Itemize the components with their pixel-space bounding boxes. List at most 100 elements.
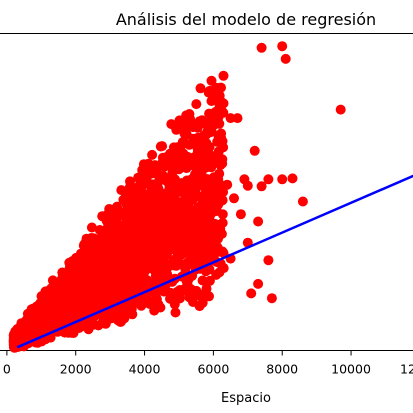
data-point xyxy=(197,292,208,303)
data-point xyxy=(253,216,264,227)
data-point xyxy=(147,149,158,160)
data-point xyxy=(149,164,160,175)
data-point xyxy=(216,133,227,144)
data-point xyxy=(181,259,192,270)
data-point xyxy=(48,302,58,313)
data-point xyxy=(146,229,157,240)
data-point xyxy=(201,138,212,149)
x-tick-label: 8000 xyxy=(266,362,298,377)
plot-area xyxy=(0,33,413,353)
x-tick-label: 4000 xyxy=(129,362,161,377)
x-tick-label: 10000 xyxy=(331,362,371,377)
data-point xyxy=(242,180,253,191)
data-point xyxy=(86,253,97,264)
data-point xyxy=(166,119,177,130)
data-point xyxy=(169,299,180,310)
data-point xyxy=(69,300,80,311)
data-point xyxy=(199,189,210,200)
data-point xyxy=(211,206,222,216)
data-point xyxy=(210,186,221,197)
data-point xyxy=(246,288,257,299)
data-point xyxy=(151,190,162,201)
data-point xyxy=(191,99,202,110)
data-point xyxy=(109,307,120,318)
data-point xyxy=(136,300,147,311)
data-point xyxy=(52,292,63,303)
data-point xyxy=(118,271,129,282)
data-point xyxy=(116,185,127,196)
data-point xyxy=(105,295,116,306)
data-point xyxy=(201,181,212,191)
data-point xyxy=(232,113,243,124)
data-point xyxy=(94,225,105,235)
data-point xyxy=(263,174,274,185)
data-point xyxy=(123,238,134,249)
data-point xyxy=(201,253,212,264)
data-point xyxy=(150,288,161,299)
data-point xyxy=(157,207,168,218)
x-tick-label: 0 xyxy=(3,362,11,377)
data-point xyxy=(280,53,291,64)
data-point xyxy=(95,262,106,273)
data-point xyxy=(96,278,106,289)
data-point xyxy=(206,75,217,86)
data-point xyxy=(187,138,198,149)
data-point xyxy=(76,276,87,287)
data-point xyxy=(181,110,192,121)
data-point xyxy=(125,199,136,210)
data-point xyxy=(132,228,143,239)
data-point xyxy=(183,197,194,208)
data-point xyxy=(204,108,215,119)
data-point xyxy=(106,239,117,250)
data-point xyxy=(40,291,51,302)
data-point xyxy=(142,245,153,256)
data-point xyxy=(8,337,19,348)
data-point xyxy=(335,104,346,115)
data-point xyxy=(287,173,298,184)
data-point xyxy=(222,179,233,190)
data-point xyxy=(33,315,44,326)
data-point xyxy=(155,141,166,152)
data-point xyxy=(181,119,192,130)
data-point xyxy=(168,183,179,194)
data-point xyxy=(214,90,225,101)
data-point xyxy=(194,116,205,127)
data-point xyxy=(18,320,29,331)
data-point xyxy=(194,225,205,235)
data-point xyxy=(161,268,172,279)
data-point xyxy=(215,196,226,207)
data-point xyxy=(201,283,212,294)
data-point xyxy=(256,181,267,192)
data-point xyxy=(74,323,85,333)
data-point xyxy=(174,213,185,224)
data-point xyxy=(277,41,288,52)
data-point xyxy=(134,276,145,287)
data-point xyxy=(197,275,208,286)
data-point xyxy=(200,266,211,277)
data-point xyxy=(177,249,187,260)
data-point xyxy=(218,70,229,81)
scatter-points xyxy=(8,41,346,353)
data-point xyxy=(124,228,135,239)
data-point xyxy=(225,113,236,124)
data-point xyxy=(105,221,116,232)
data-point xyxy=(124,277,135,288)
data-point xyxy=(43,316,54,327)
x-axis-label: Espacio xyxy=(221,391,271,406)
data-point xyxy=(205,123,216,134)
data-point xyxy=(207,87,218,98)
data-point xyxy=(170,307,181,318)
x-tick-label: 6000 xyxy=(197,362,229,377)
data-point xyxy=(249,145,260,156)
data-point xyxy=(47,285,58,296)
data-point xyxy=(167,158,178,169)
data-point xyxy=(55,309,66,320)
data-point xyxy=(235,209,246,220)
data-point xyxy=(218,107,229,118)
x-tick-label: 12000 xyxy=(400,362,413,377)
data-point xyxy=(184,183,195,194)
regression-line-layer xyxy=(16,174,413,349)
data-point xyxy=(174,164,184,175)
data-point xyxy=(97,311,108,322)
